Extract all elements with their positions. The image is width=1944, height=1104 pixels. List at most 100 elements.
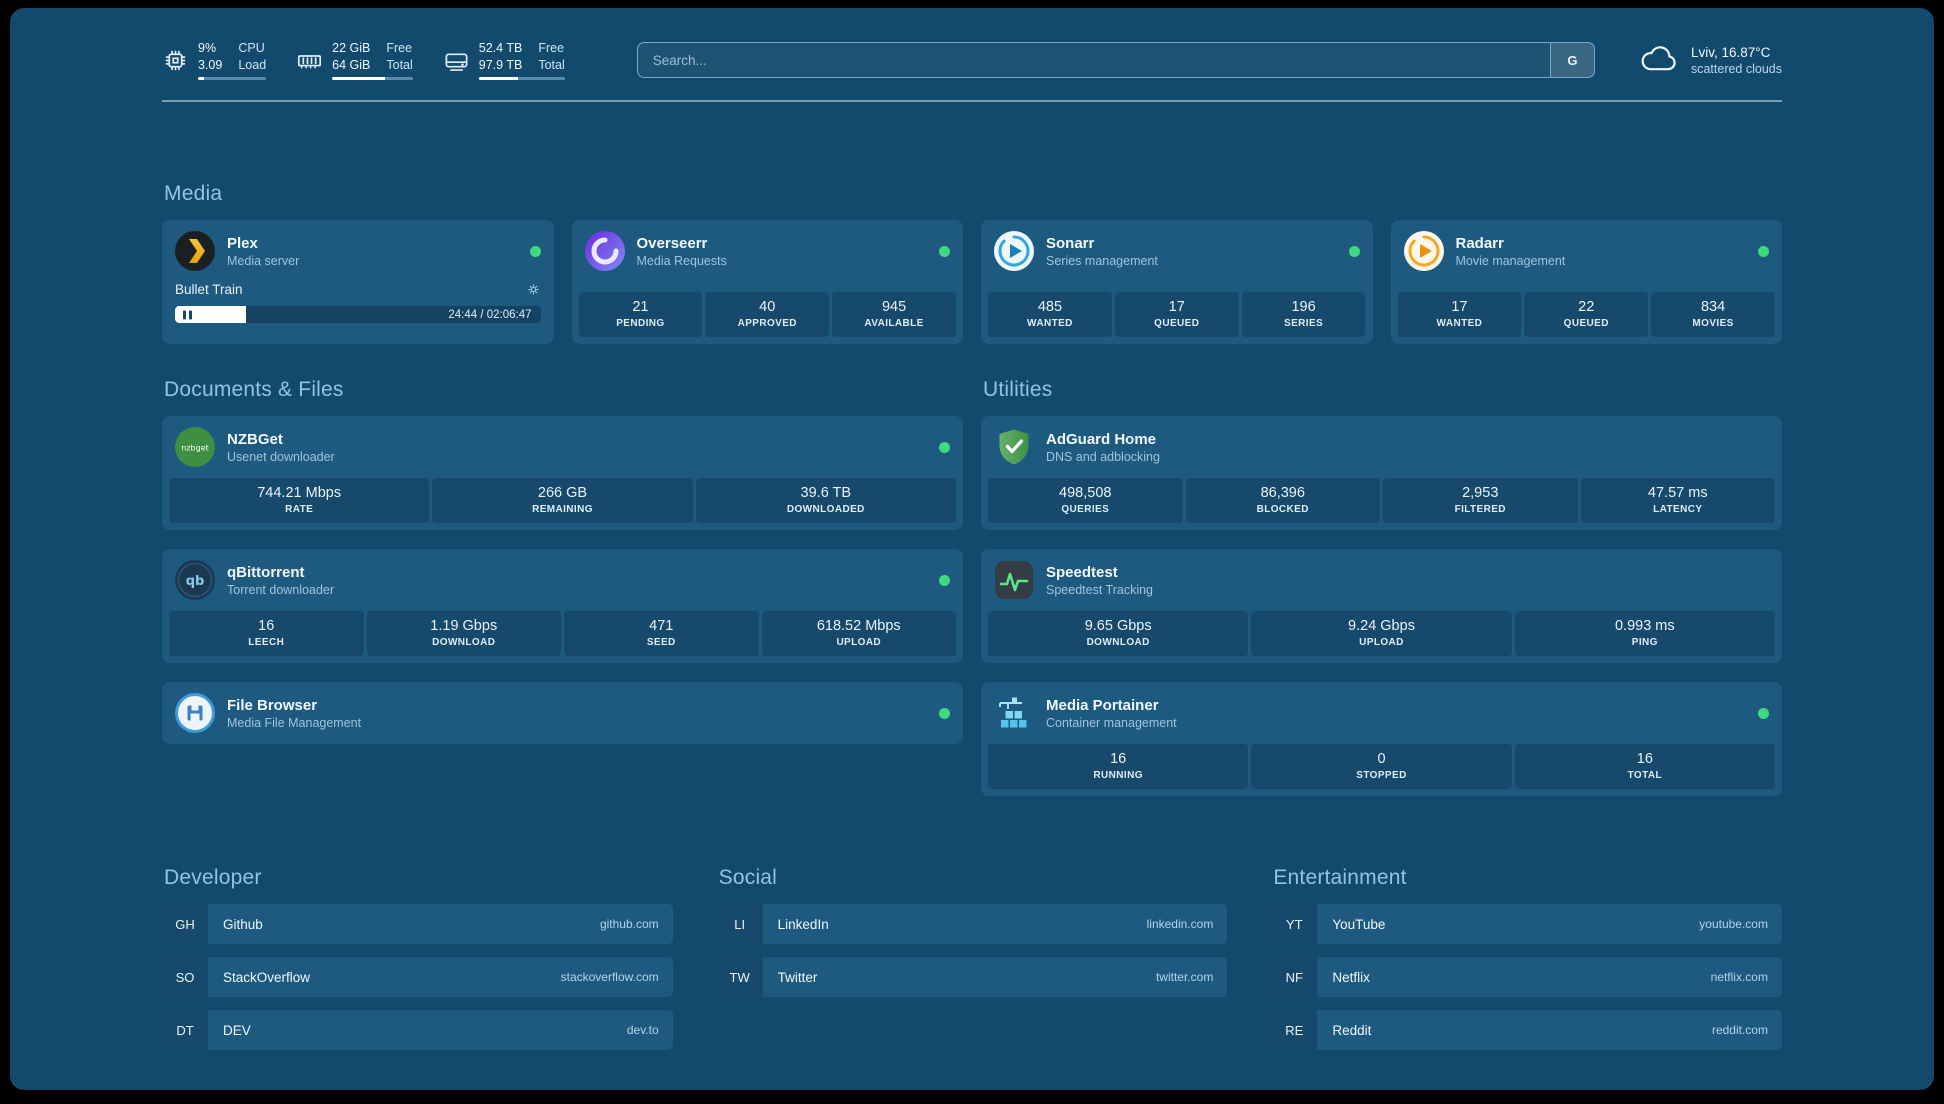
bookmark-reddit[interactable]: RE Reddit reddit.com bbox=[1271, 1010, 1782, 1050]
stat-value: 47.57 ms bbox=[1647, 485, 1708, 501]
bookmark-youtube[interactable]: YT YouTube youtube.com bbox=[1271, 904, 1782, 944]
disk-total-label: Total bbox=[538, 58, 565, 72]
stat-seed: 471 SEED bbox=[564, 611, 759, 656]
cpu-load-value: 3.09 bbox=[198, 58, 223, 72]
stat-leech: 16 LEECH bbox=[169, 611, 364, 656]
status-dot bbox=[939, 707, 950, 719]
service-link-qbittorrent[interactable]: qb qBittorrent Torrent downloader bbox=[162, 549, 963, 611]
search-provider-button[interactable]: G bbox=[1549, 43, 1594, 77]
qbittorrent-icon: qb bbox=[175, 560, 215, 600]
stat-label: PENDING bbox=[616, 318, 665, 329]
dashboard-panel: 9% CPU 3.09 Load 22 GiB Free bbox=[10, 8, 1934, 1090]
svg-text:qb: qb bbox=[186, 574, 205, 589]
bookmark-name: Github bbox=[223, 916, 263, 932]
bookmark-twitter[interactable]: TW Twitter twitter.com bbox=[716, 957, 1228, 997]
stat-label: SEED bbox=[646, 637, 676, 648]
stat-label: LEECH bbox=[248, 637, 285, 648]
service-name: NZBGet bbox=[227, 430, 283, 448]
overseerr-icon bbox=[584, 231, 625, 271]
stat-value: 196 bbox=[1291, 299, 1316, 315]
bookmark-domain: stackoverflow.com bbox=[560, 970, 659, 984]
service-subtitle: Series management bbox=[1046, 253, 1158, 268]
stat-rate: 744.21 Mbps RATE bbox=[169, 478, 430, 523]
cpu-usage-label: CPU bbox=[238, 40, 265, 55]
service-link-adguard[interactable]: AdGuard Home DNS and adblocking bbox=[981, 416, 1782, 478]
stat-label: UPLOAD bbox=[1359, 637, 1404, 648]
stat-total: 16 TOTAL bbox=[1514, 744, 1775, 789]
service-link-nzbget[interactable]: nzbget NZBGet Usenet downloader bbox=[162, 416, 963, 478]
service-card-nzbget: nzbget NZBGet Usenet downloader 744.21 M… bbox=[162, 416, 963, 530]
stat-value: 39.6 TB bbox=[800, 485, 852, 501]
service-link-overseerr[interactable]: Overseerr Media Requests bbox=[572, 220, 964, 282]
bookmark-domain: github.com bbox=[599, 917, 659, 931]
section-title-documents: Documents & Files bbox=[164, 378, 344, 401]
memory-free-label: Free bbox=[386, 40, 413, 55]
service-subtitle: DNS and adblocking bbox=[1046, 449, 1160, 464]
nzbget-icon: nzbget bbox=[175, 427, 215, 467]
stat-label: QUEUED bbox=[1154, 318, 1200, 329]
bookmark-name: LinkedIn bbox=[777, 916, 829, 932]
section-title-developer: Developer bbox=[164, 866, 262, 889]
stat-value: 0 bbox=[1377, 751, 1386, 767]
stat-label: SERIES bbox=[1284, 318, 1324, 329]
stat-label: QUERIES bbox=[1061, 504, 1110, 515]
stat-value: 485 bbox=[1037, 299, 1063, 315]
playback-progress-bar: 24:44 / 02:06:47 bbox=[175, 306, 541, 323]
stat-value: 1.19 Gbps bbox=[430, 618, 498, 634]
bookmark-name: StackOverflow bbox=[223, 969, 311, 985]
bookmark-abbr: LI bbox=[716, 904, 763, 944]
stat-label: STOPPED bbox=[1356, 770, 1407, 781]
playback-time: 24:44 / 02:06:47 bbox=[448, 308, 532, 321]
section-title-social: Social bbox=[718, 866, 778, 889]
stat-label: PING bbox=[1631, 637, 1658, 648]
memory-usage-bar-fill bbox=[332, 77, 386, 81]
bookmark-github[interactable]: GH Github github.com bbox=[162, 904, 673, 944]
stat-label: DOWNLOAD bbox=[1086, 637, 1150, 648]
service-card-plex: Plex Media server Bullet Train bbox=[162, 220, 554, 344]
service-subtitle: Speedtest Tracking bbox=[1046, 582, 1154, 597]
stat-value: 22 bbox=[1578, 299, 1595, 315]
status-dot bbox=[939, 245, 950, 257]
weather-condition: scattered clouds bbox=[1690, 61, 1782, 76]
service-link-plex[interactable]: Plex Media server bbox=[162, 220, 554, 282]
stat-label: TOTAL bbox=[1627, 770, 1663, 781]
bookmark-dev[interactable]: DT DEV dev.to bbox=[162, 1010, 673, 1050]
disk-usage-bar bbox=[478, 77, 565, 81]
bookmark-group-entertainment: Entertainment YT YouTube youtube.com NF … bbox=[1271, 866, 1782, 1050]
memory-free-value: 22 GiB bbox=[332, 40, 371, 55]
bookmark-group-social: Social LI LinkedIn linkedin.com TW Twitt… bbox=[716, 866, 1228, 1050]
service-link-speedtest[interactable]: Speedtest Speedtest Tracking bbox=[981, 549, 1782, 611]
memory-total-value: 64 GiB bbox=[332, 58, 371, 72]
stat-value: 17 bbox=[1168, 299, 1185, 315]
bookmark-netflix[interactable]: NF Netflix netflix.com bbox=[1271, 957, 1782, 997]
stat-label: REMAINING bbox=[532, 504, 593, 515]
service-card-speedtest: Speedtest Speedtest Tracking 9.65 Gbps D… bbox=[981, 549, 1782, 663]
search-input[interactable] bbox=[637, 43, 1550, 77]
disk-usage-bar-fill bbox=[478, 77, 519, 81]
service-subtitle: Media File Management bbox=[227, 715, 362, 730]
pause-icon[interactable] bbox=[183, 310, 192, 319]
service-card-filebrowser: File Browser Media File Management bbox=[162, 682, 963, 744]
bookmark-domain: reddit.com bbox=[1711, 1023, 1768, 1037]
service-link-filebrowser[interactable]: File Browser Media File Management bbox=[162, 682, 963, 744]
plex-icon bbox=[175, 231, 215, 271]
bookmark-linkedin[interactable]: LI LinkedIn linkedin.com bbox=[716, 904, 1228, 944]
bookmark-group-developer: Developer GH Github github.com SO StackO… bbox=[162, 866, 673, 1050]
stat-value: 618.52 Mbps bbox=[816, 618, 901, 634]
service-subtitle: Container management bbox=[1046, 715, 1177, 730]
weather-location-temp: Lviv, 16.87°C bbox=[1690, 44, 1771, 60]
stat-download: 9.65 Gbps DOWNLOAD bbox=[988, 611, 1249, 656]
service-subtitle: Usenet downloader bbox=[227, 449, 335, 464]
service-link-radarr[interactable]: Radarr Movie management bbox=[1391, 220, 1783, 282]
service-link-portainer[interactable]: Media Portainer Container management bbox=[981, 682, 1782, 744]
stat-label: MOVIES bbox=[1692, 318, 1734, 329]
stat-value: 16 bbox=[258, 618, 275, 634]
bookmark-stackoverflow[interactable]: SO StackOverflow stackoverflow.com bbox=[162, 957, 673, 997]
service-name: Media Portainer bbox=[1046, 696, 1159, 714]
service-link-sonarr[interactable]: Sonarr Series management bbox=[981, 220, 1373, 282]
gear-icon[interactable] bbox=[526, 282, 541, 297]
stat-download: 1.19 Gbps DOWNLOAD bbox=[366, 611, 561, 656]
stat-label: QUEUED bbox=[1563, 318, 1609, 329]
service-name: Sonarr bbox=[1046, 234, 1095, 252]
section-media: Media Plex Media server bbox=[162, 182, 1782, 344]
